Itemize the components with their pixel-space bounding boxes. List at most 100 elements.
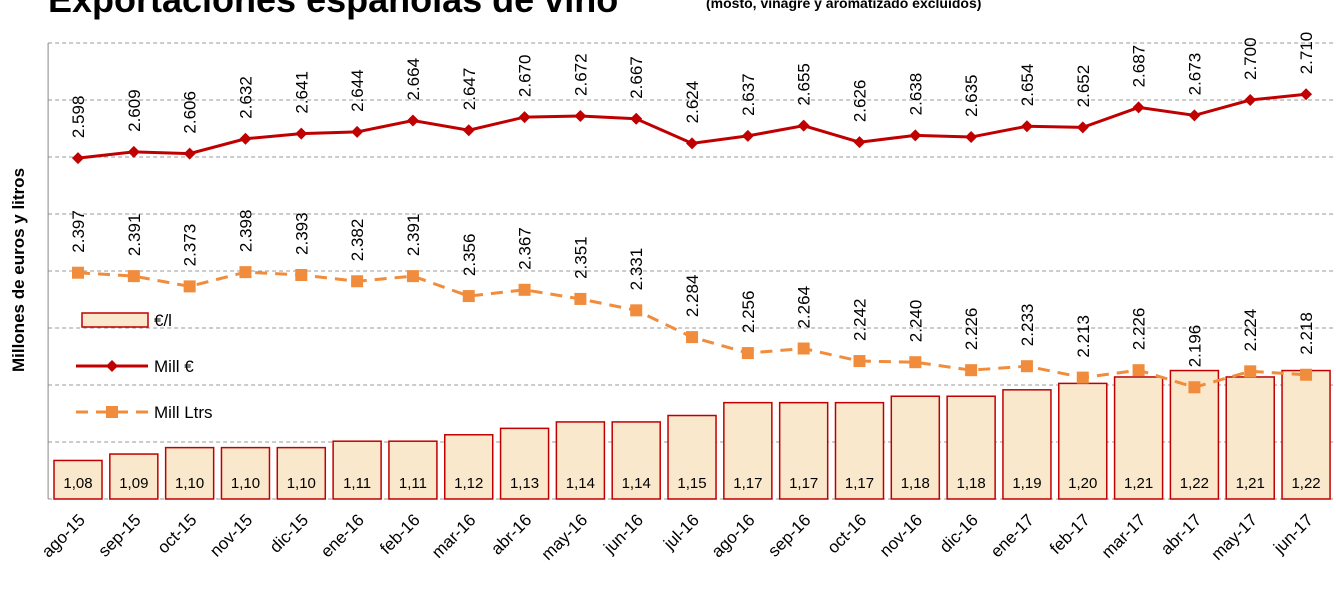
bar (444, 434, 494, 500)
data-label: 2.624 (683, 81, 702, 124)
marker (686, 331, 699, 344)
data-label: 2.393 (292, 212, 311, 255)
legend-label: €/l (154, 311, 172, 330)
data-label: 2.391 (125, 214, 144, 257)
data-label: 2.632 (236, 76, 255, 119)
x-tick-label: ene-17 (987, 510, 1038, 561)
marker (1020, 360, 1033, 373)
bar (53, 459, 103, 500)
data-label: 2.638 (906, 73, 925, 116)
data-label: 2.398 (236, 210, 255, 253)
bar (946, 395, 996, 500)
data-label: 1,18 (901, 475, 930, 492)
data-label: 2.655 (795, 63, 814, 106)
bar (723, 401, 773, 500)
data-label: 2.240 (906, 300, 925, 343)
bar (555, 421, 606, 500)
data-label: 2.196 (1185, 325, 1204, 368)
data-label: 2.264 (795, 286, 814, 329)
x-tick-label: jun-17 (1269, 510, 1317, 558)
data-label: 2.598 (69, 96, 88, 139)
marker (797, 119, 810, 132)
marker (351, 275, 364, 288)
marker (518, 283, 531, 296)
data-label: 2.284 (683, 275, 702, 318)
data-label: 2.218 (1297, 312, 1316, 355)
data-label: 1,18 (957, 475, 986, 492)
data-label: 2.635 (962, 75, 981, 118)
marker (1020, 120, 1033, 133)
data-label: 2.667 (627, 56, 646, 99)
marker (909, 356, 922, 369)
marker (127, 270, 140, 283)
marker (909, 129, 922, 142)
marker (965, 364, 978, 377)
legend-label: Mill € (154, 357, 194, 376)
marker (853, 355, 866, 368)
legend-marker (106, 360, 118, 372)
x-tick-label: ago-16 (708, 510, 759, 561)
x-tick-label: nov-16 (876, 510, 926, 560)
x-tick-label: feb-17 (1046, 510, 1094, 558)
data-label: 1,11 (399, 475, 427, 492)
legend-marker (106, 406, 118, 418)
x-tick-label: mar-17 (1098, 510, 1150, 562)
data-label: 1,12 (454, 475, 483, 492)
x-tick-label: may-17 (1208, 510, 1262, 564)
bar (164, 446, 215, 500)
marker (1244, 94, 1257, 106)
data-label: 1,17 (733, 475, 762, 492)
chart-title: Exportaciones españolas de vino (48, 0, 618, 20)
data-label: 1,22 (1291, 475, 1320, 492)
marker (741, 129, 754, 142)
data-label: 2.213 (1074, 315, 1093, 358)
marker (1132, 364, 1145, 377)
x-tick-label: dic-15 (266, 510, 312, 556)
x-tick-label: sep-16 (764, 510, 814, 560)
data-label: 2.687 (1130, 45, 1149, 88)
data-label: 2.652 (1074, 65, 1093, 108)
bar (834, 401, 885, 500)
data-label: 2.351 (571, 236, 590, 279)
legend-swatch (81, 312, 149, 328)
bar (1058, 382, 1108, 500)
marker (295, 268, 308, 281)
data-label: 2.391 (404, 214, 423, 257)
data-label: 2.670 (516, 55, 535, 98)
marker (1244, 365, 1257, 378)
bar (1113, 376, 1164, 500)
marker (1132, 101, 1145, 114)
bar (332, 440, 382, 500)
data-label: 1,13 (510, 475, 539, 492)
data-label: 2.672 (571, 53, 590, 96)
x-tick-label: oct-15 (154, 510, 201, 557)
x-tick-label: jun-16 (599, 510, 647, 558)
data-label: 2.637 (739, 73, 758, 116)
data-label: 1,14 (566, 475, 595, 492)
bar (1002, 389, 1052, 500)
data-label: 2.644 (348, 69, 367, 112)
bar (611, 421, 661, 500)
marker (630, 304, 643, 317)
marker (574, 292, 587, 305)
data-label: 1,20 (1068, 475, 1097, 492)
data-label: 2.700 (1241, 37, 1260, 80)
data-label: 2.373 (181, 224, 200, 267)
bar (388, 440, 438, 500)
bar (220, 446, 271, 500)
marker (965, 131, 978, 144)
marker (518, 111, 531, 124)
y-axis-label: Millones de euros y litros (9, 168, 28, 372)
marker (295, 127, 308, 140)
bar (109, 453, 159, 500)
marker (797, 342, 810, 355)
data-label: 2.367 (516, 227, 535, 270)
data-label: 2.226 (962, 308, 981, 351)
data-label: 2.242 (850, 299, 869, 342)
marker (183, 280, 196, 293)
marker (686, 137, 699, 150)
data-label: 1,10 (231, 475, 260, 492)
data-label: 2.664 (404, 58, 423, 101)
legend-label: Mill Ltrs (154, 403, 213, 422)
marker (462, 290, 475, 303)
